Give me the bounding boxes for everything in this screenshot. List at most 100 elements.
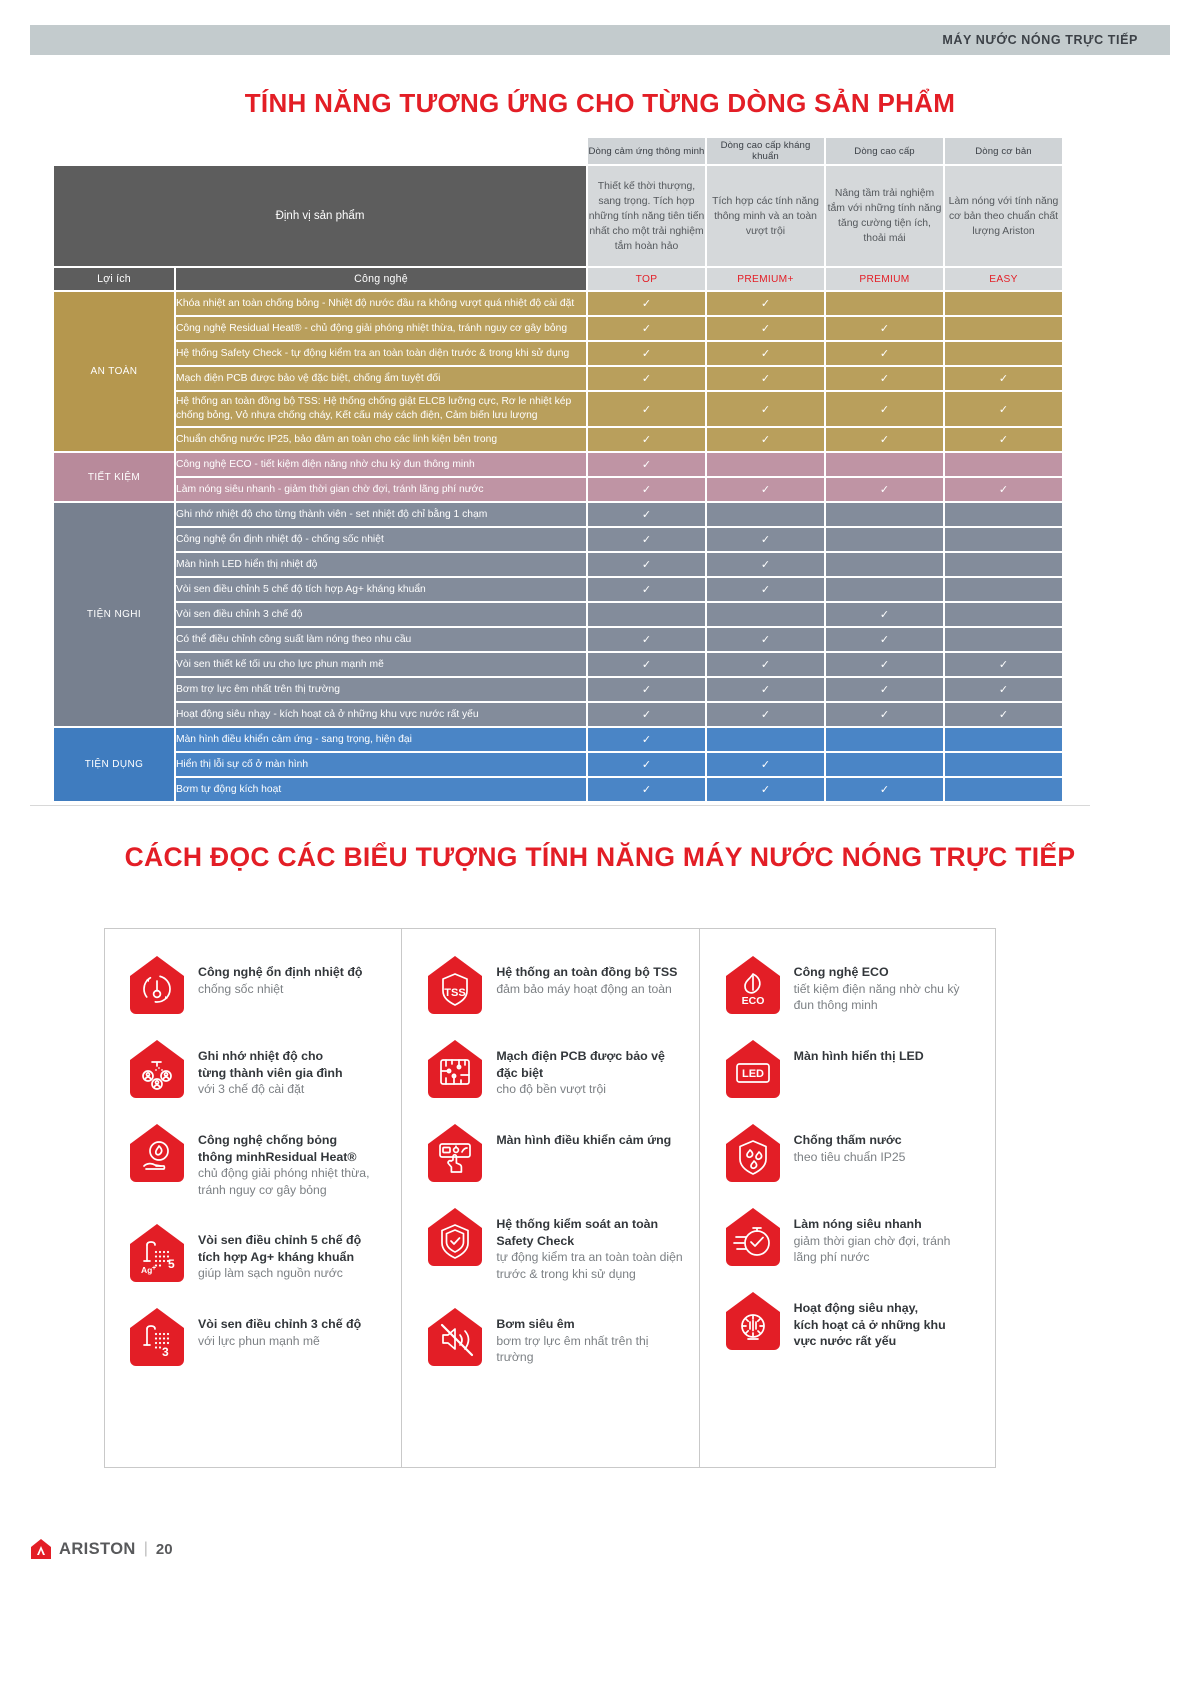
legend-item-text: Công nghệ ECO tiết kiệm điện năng nhờ chu… bbox=[793, 965, 960, 1012]
residual-heat-icon bbox=[130, 1124, 184, 1182]
tech-description: Hiển thị lỗi sự cố ở màn hình bbox=[176, 753, 586, 776]
tech-description: Màn hình LED hiển thị nhiệt độ bbox=[176, 553, 586, 576]
legend-item-text: Công nghệ chống bỏng thông minhResidual H… bbox=[198, 1133, 370, 1197]
check-mark-icon: ✓ bbox=[945, 703, 1062, 726]
empty-cell bbox=[707, 453, 824, 476]
tech-description: Chuẩn chống nước IP25, bảo đảm an toàn c… bbox=[176, 428, 586, 451]
legend-section-title: CÁCH ĐỌC CÁC BIỂU TƯỢNG TÍNH NĂNG MÁY NƯ… bbox=[124, 842, 1076, 872]
check-mark-icon: ✓ bbox=[588, 503, 705, 526]
check-mark-icon: ✓ bbox=[588, 453, 705, 476]
family-memory-icon bbox=[130, 1040, 184, 1098]
check-mark-icon: ✓ bbox=[588, 317, 705, 340]
table-row: Màn hình LED hiển thị nhiệt độ ✓ ✓ bbox=[54, 553, 1062, 576]
legend-item-text: Làm nóng siêu nhanh giảm thời gian chờ đợ… bbox=[793, 1217, 951, 1264]
table-row: Hiển thị lỗi sự cố ở màn hình ✓ ✓ bbox=[54, 753, 1062, 776]
check-mark-icon: ✓ bbox=[945, 367, 1062, 390]
table-row: Chuẩn chống nước IP25, bảo đảm an toàn c… bbox=[54, 428, 1062, 451]
check-mark-icon: ✓ bbox=[945, 428, 1062, 451]
check-mark-icon: ✓ bbox=[707, 678, 824, 701]
column-positioning-desc-1: Tích hợp các tính năng thông minh và an … bbox=[707, 166, 824, 266]
table-row: Công nghệ ổn định nhiệt độ - chống sốc n… bbox=[54, 528, 1062, 551]
page-number: 20 bbox=[155, 1540, 173, 1558]
page-footer: ARISTON | 20 bbox=[30, 1538, 173, 1560]
tech-description: Mạch điện PCB được bảo vệ đặc biệt, chốn… bbox=[176, 367, 586, 390]
legend-item: Mạch điện PCB được bảo vệ đặc biệt cho độ … bbox=[428, 1040, 684, 1098]
check-mark-icon: ✓ bbox=[588, 478, 705, 501]
benefit-group-label-0: AN TOÀN bbox=[54, 292, 174, 451]
check-mark-icon: ✓ bbox=[707, 478, 824, 501]
table-row: TIỆN DỤNG Màn hình điều khiển cảm ứng - s… bbox=[54, 728, 1062, 801]
legend-grid: Công nghệ ổn định nhiệt độ chống sốc nhiệ… bbox=[104, 928, 996, 1468]
check-mark-icon: ✓ bbox=[588, 392, 705, 426]
eco-leaf-icon: ECO bbox=[725, 956, 780, 1014]
check-mark-icon: ✓ bbox=[707, 778, 824, 801]
legend-item: 5 Ag + Vòi sen điều chỉnh 5 chế độ tích hợ… bbox=[130, 1224, 387, 1282]
check-mark-icon: ✓ bbox=[826, 703, 943, 726]
legend-item: Hoạt động siêu nhạy, kích hoạt cả ở những… bbox=[725, 1292, 982, 1350]
table-row: AN TOÀN Khóa nhiệt an toàn chống bỏng - N… bbox=[54, 292, 1062, 451]
check-mark-icon: ✓ bbox=[707, 578, 824, 601]
svg-text:LED: LED bbox=[742, 1068, 764, 1080]
legend-item-text: Hoạt động siêu nhạy, kích hoạt cả ở những… bbox=[793, 1301, 946, 1348]
tech-description: Ghi nhớ nhiệt độ cho từng thành viên - s… bbox=[176, 503, 586, 526]
high-sensitivity-icon bbox=[725, 1292, 780, 1350]
legend-item-text: Màn hình điều khiển cảm ứng bbox=[496, 1133, 672, 1147]
legend-item-text: Vòi sen điều chỉnh 3 chế độ với lực phun … bbox=[198, 1317, 362, 1348]
legend-item-text: Hệ thống kiểm soát an toàn Safety Check tự… bbox=[496, 1217, 683, 1281]
benefit-group-label-3: TIỆN DỤNG bbox=[54, 728, 174, 801]
check-mark-icon: ✓ bbox=[707, 628, 824, 651]
svg-text:3: 3 bbox=[162, 1345, 169, 1359]
empty-cell bbox=[945, 528, 1062, 551]
check-mark-icon: ✓ bbox=[707, 342, 824, 365]
tech-description: Vòi sen điều chỉnh 5 chế độ tích hợp Ag+… bbox=[176, 578, 586, 601]
thermostat-icon bbox=[130, 956, 184, 1014]
feature-matrix: Dòng cảm ứng thông minh Dòng cao cấp khán… bbox=[52, 136, 1062, 803]
check-mark-icon: ✓ bbox=[826, 392, 943, 426]
tech-column-header: Công nghệ bbox=[176, 268, 586, 290]
tech-description: Màn hình điều khiển cảm ứng - sang trọng… bbox=[176, 728, 586, 751]
check-mark-icon: ✓ bbox=[945, 678, 1062, 701]
check-mark-icon: ✓ bbox=[826, 628, 943, 651]
benefit-group-label-2: TIỆN NGHI bbox=[54, 503, 174, 726]
svg-text:TSS: TSS bbox=[445, 987, 466, 999]
empty-cell bbox=[945, 628, 1062, 651]
page-header-label: MÁY NƯỚC NÓNG TRỰC TIẾP bbox=[942, 33, 1138, 47]
legend-item-text: Bơm siêu êm bơm trợ lực êm nhất trên thị … bbox=[496, 1317, 649, 1364]
check-mark-icon: ✓ bbox=[588, 778, 705, 801]
column-tier-header-0: TOP bbox=[588, 268, 705, 290]
fast-heating-icon bbox=[725, 1208, 780, 1266]
column-tier-header-2: PREMIUM bbox=[826, 268, 943, 290]
empty-cell bbox=[945, 728, 1062, 751]
table-row: Hệ thống an toàn đồng bộ TSS: Hệ thống c… bbox=[54, 392, 1062, 426]
check-mark-icon: ✓ bbox=[826, 603, 943, 626]
empty-cell bbox=[826, 553, 943, 576]
feature-matrix-table: Dòng cảm ứng thông minh Dòng cao cấp khán… bbox=[52, 136, 1064, 803]
table-row: Vòi sen điều chỉnh 5 chế độ tích hợp Ag+… bbox=[54, 578, 1062, 601]
check-mark-icon: ✓ bbox=[707, 703, 824, 726]
check-mark-icon: ✓ bbox=[826, 342, 943, 365]
table-row: TIỆN NGHI Ghi nhớ nhiệt độ cho từng thành… bbox=[54, 503, 1062, 726]
check-mark-icon: ✓ bbox=[588, 653, 705, 676]
tech-description: Vòi sen thiết kế tối ưu cho lực phun mạn… bbox=[176, 653, 586, 676]
ariston-logo-icon bbox=[30, 1538, 52, 1560]
check-mark-icon: ✓ bbox=[588, 578, 705, 601]
check-mark-icon: ✓ bbox=[826, 778, 943, 801]
legend-item: Ghi nhớ nhiệt độ cho từng thành viên gia … bbox=[130, 1040, 387, 1098]
table-row: Hệ thống Safety Check - tự động kiểm tra… bbox=[54, 342, 1062, 365]
legend-item: Công nghệ chống bỏng thông minhResidual H… bbox=[130, 1124, 387, 1198]
check-mark-icon: ✓ bbox=[707, 653, 824, 676]
table-row: Hoạt động siêu nhạy - kích hoạt cả ở nhữ… bbox=[54, 703, 1062, 726]
legend-item-text: Công nghệ ổn định nhiệt độ chống sốc nhiệ… bbox=[198, 965, 363, 996]
table-row: Bơm trợ lực êm nhất trên thị trường ✓ ✓ ✓ ✓ bbox=[54, 678, 1062, 701]
touch-panel-icon bbox=[428, 1124, 483, 1182]
check-mark-icon: ✓ bbox=[588, 342, 705, 365]
legend-item: LED Màn hình hiển thị LED bbox=[725, 1040, 982, 1098]
legend-column-1: TSS Hệ thống an toàn đồng bộ TSS đảm bảo m… bbox=[401, 928, 698, 1468]
empty-cell bbox=[945, 553, 1062, 576]
column-tier-header-1: PREMIUM+ bbox=[707, 268, 824, 290]
check-mark-icon: ✓ bbox=[707, 367, 824, 390]
table-row: TIẾT KIỆM Công nghệ ECO - tiết kiệm điện … bbox=[54, 453, 1062, 501]
positioning-label: Định vị sản phẩm bbox=[54, 166, 586, 266]
legend-item: Chống thấm nước theo tiêu chuẩn IP25 bbox=[725, 1124, 982, 1182]
svg-text:Ag: Ag bbox=[141, 1265, 152, 1275]
